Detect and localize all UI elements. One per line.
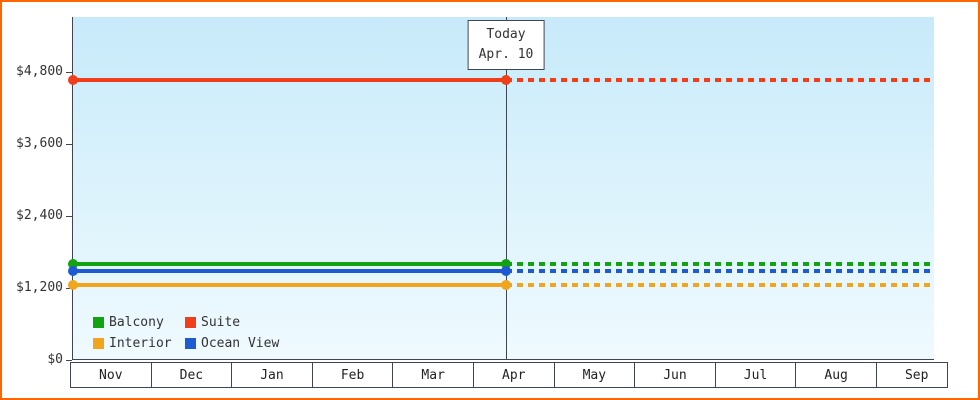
- legend: Balcony Suite Interior Ocean View: [93, 312, 279, 353]
- legend-swatch: [93, 316, 104, 328]
- y-tick-mark: [66, 72, 72, 73]
- month-cell-jan: Jan: [231, 362, 313, 388]
- month-cell-aug: Aug: [795, 362, 877, 388]
- legend-label: Balcony: [109, 314, 164, 330]
- legend-label: Ocean View: [201, 335, 280, 351]
- series-line-balcony: [73, 262, 506, 266]
- month-cell-jul: Jul: [714, 362, 797, 388]
- marker-interior-start: [68, 280, 78, 290]
- today-label: Today: [486, 27, 526, 42]
- y-tick-mark: [66, 360, 72, 361]
- series-forecast-line-suite: [506, 78, 933, 83]
- legend-item-ocean-view: Ocean View: [185, 333, 279, 353]
- series-line-suite: [73, 78, 506, 83]
- marker-interior-today: [501, 280, 511, 290]
- month-cell-sep: Sep: [875, 362, 947, 388]
- month-cell-may: May: [553, 362, 636, 388]
- legend-item-suite: Suite: [185, 312, 279, 332]
- month-cell-nov: Nov: [70, 362, 152, 388]
- y-tick-label: $0: [47, 352, 63, 367]
- series-line-interior: [73, 283, 506, 287]
- marker-ocean-view-today: [501, 266, 511, 277]
- month-cell-dec: Dec: [150, 362, 233, 388]
- month-cell-jun: Jun: [634, 362, 716, 388]
- y-axis: $0 $1,200 $2,400 $3,600 $4,800: [2, 17, 72, 367]
- y-tick-label: $1,200: [16, 280, 63, 295]
- today-marker-line: [506, 17, 507, 359]
- month-cell-apr: Apr: [472, 362, 555, 388]
- today-label-box: Today Apr. 10: [467, 20, 545, 70]
- series-forecast-line-balcony: [506, 262, 933, 266]
- series-forecast-line-interior: [506, 283, 933, 287]
- legend-item-balcony: Balcony: [93, 312, 185, 332]
- legend-label: Interior: [109, 335, 172, 351]
- y-tick-mark: [66, 216, 72, 217]
- plot-area: Today Apr. 10 Balcony Suite Interior Ocean …: [68, 17, 934, 360]
- marker-ocean-view-start: [68, 266, 78, 277]
- y-tick-label: $3,600: [16, 136, 63, 151]
- y-tick-label: $2,400: [16, 208, 63, 223]
- legend-item-interior: Interior: [93, 333, 185, 353]
- month-cell-feb: Feb: [311, 362, 394, 388]
- legend-swatch: [185, 316, 196, 328]
- series-forecast-line-ocean-view: [506, 269, 933, 274]
- x-axis-month-row: Nov Dec Jan Feb Mar Apr May Jun Jul Aug Sep: [70, 362, 948, 388]
- legend-swatch: [93, 337, 104, 349]
- series-line-ocean-view: [73, 269, 506, 274]
- marker-balcony-today: [501, 259, 511, 269]
- y-tick-mark: [66, 144, 72, 145]
- y-tick-label: $4,800: [16, 64, 63, 79]
- marker-balcony-start: [68, 259, 78, 269]
- today-date: Apr. 10: [478, 46, 534, 62]
- legend-label: Suite: [201, 314, 241, 330]
- month-cell-mar: Mar: [392, 362, 474, 388]
- marker-suite-today: [501, 75, 511, 86]
- marker-suite-start: [68, 75, 78, 86]
- legend-swatch: [185, 337, 196, 349]
